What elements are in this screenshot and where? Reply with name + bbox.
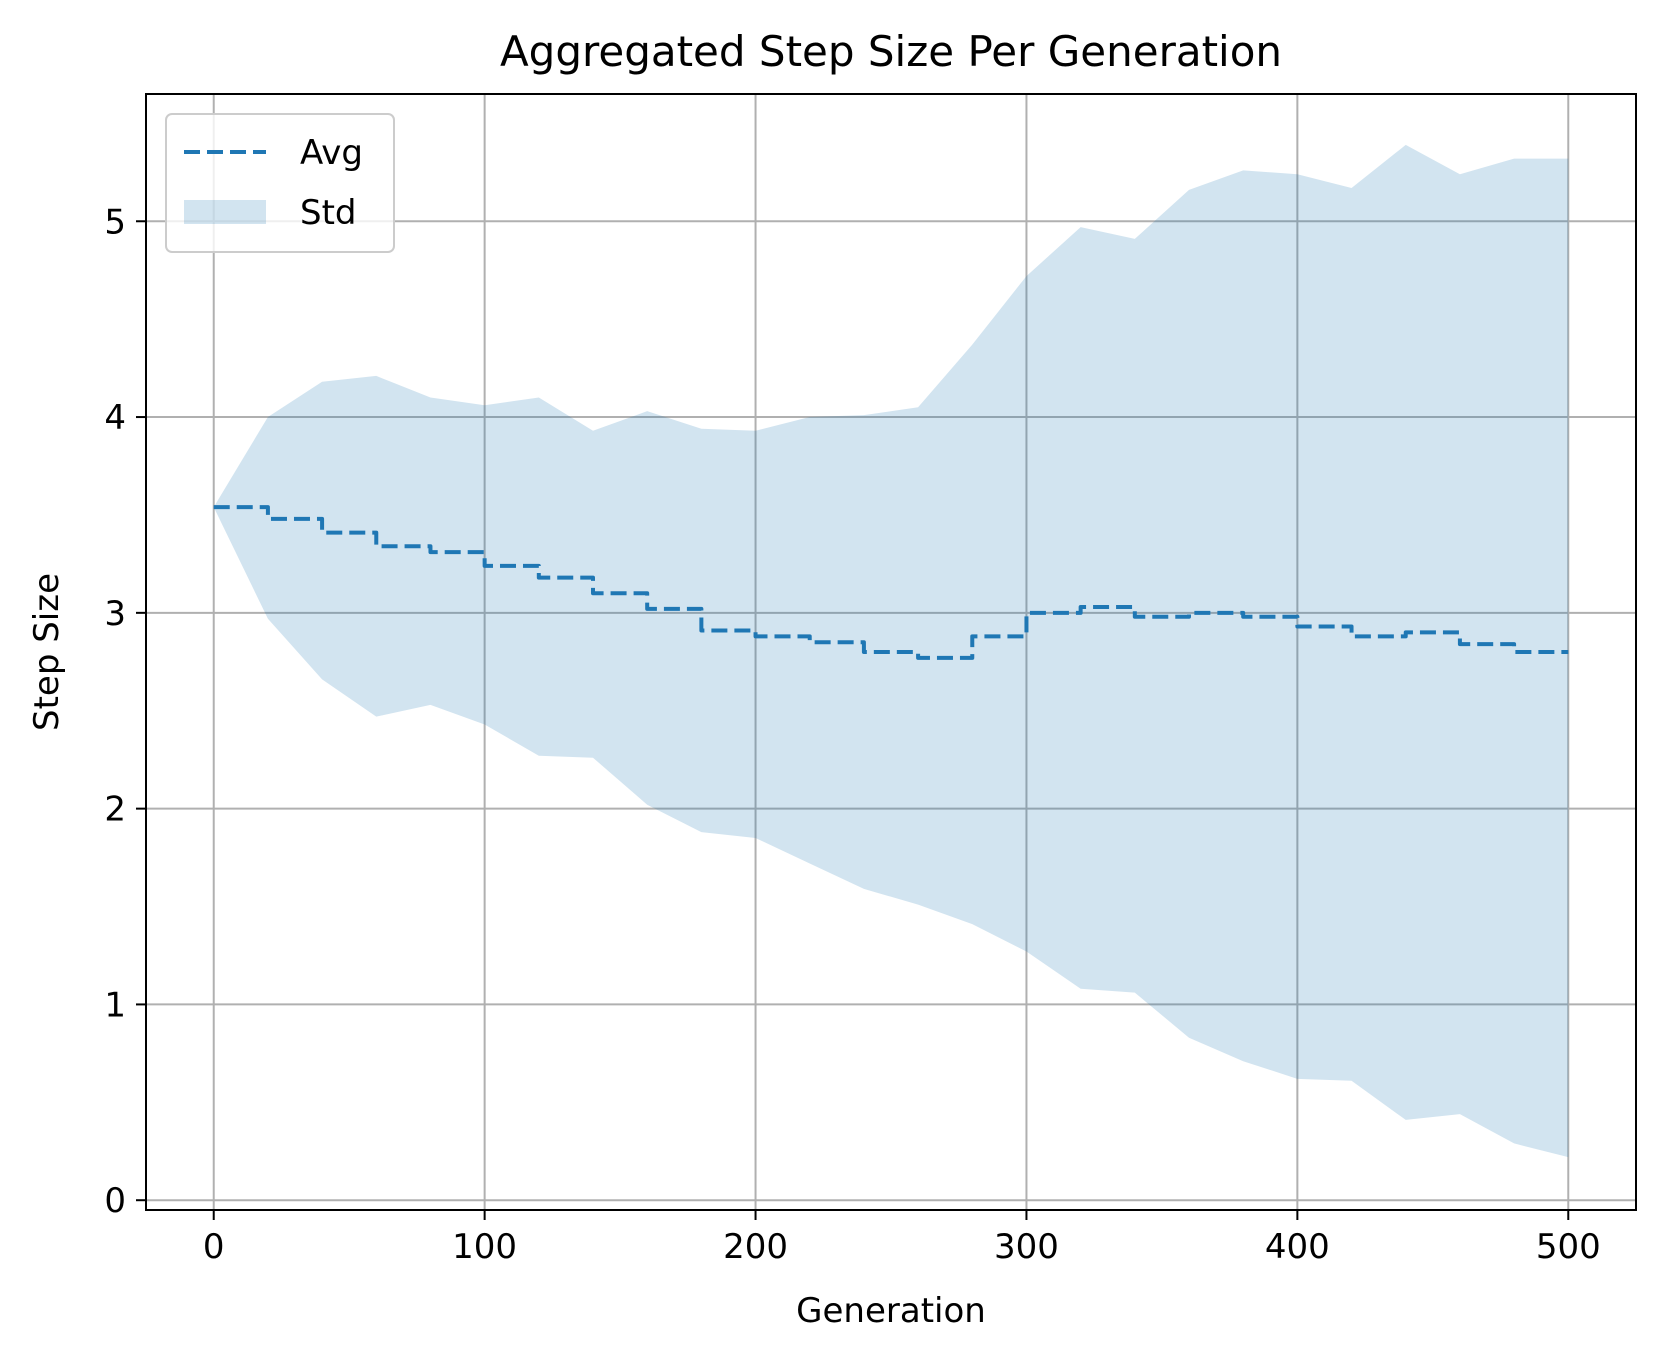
- legend: Avg Std: [165, 113, 395, 253]
- avg-line: [213, 505, 1569, 660]
- legend-box: [165, 113, 395, 253]
- y-tick-label: 1: [104, 985, 126, 1025]
- avg-line-layer: [213, 505, 1569, 660]
- plot-background: [146, 94, 1636, 1210]
- x-tick-label: 100: [452, 1227, 517, 1267]
- y-tick-label: 5: [104, 202, 126, 242]
- x-tick-label: 500: [1536, 1227, 1601, 1267]
- std-band: [213, 144, 1569, 1158]
- tick-layer: 0 100 200 300 400 500 0 1 2 3 4 5: [104, 202, 1600, 1267]
- x-tick-label: 200: [723, 1227, 788, 1267]
- grid: [146, 94, 1636, 1210]
- legend-std-swatch: [184, 200, 266, 224]
- y-axis-label: Step Size: [27, 573, 67, 731]
- legend-std-label: Std: [300, 193, 357, 233]
- x-tick-label: 300: [994, 1227, 1059, 1267]
- x-tick-label: 400: [1265, 1227, 1330, 1267]
- std-band-layer: [213, 144, 1569, 1158]
- y-tick-label: 2: [104, 790, 126, 830]
- y-tick-label: 4: [104, 398, 126, 438]
- x-tick-label: 0: [203, 1227, 225, 1267]
- chart-title: Aggregated Step Size Per Generation: [500, 27, 1282, 76]
- x-axis-label: Generation: [796, 1291, 986, 1331]
- plot-frame: [145, 93, 1637, 1211]
- y-tick-label: 3: [104, 594, 126, 634]
- y-tick-label: 0: [104, 1181, 126, 1221]
- legend-avg-label: Avg: [300, 133, 363, 173]
